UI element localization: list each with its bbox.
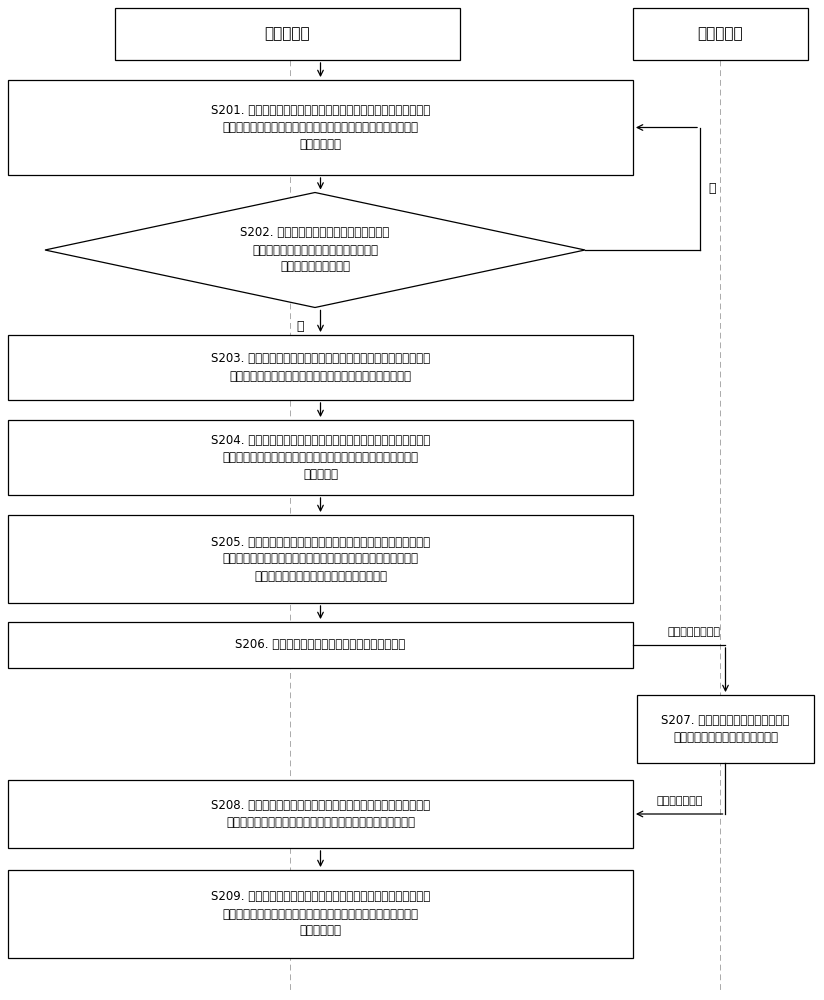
Bar — [8, 780, 633, 848]
Text: 购买服务器: 购买服务器 — [698, 26, 743, 41]
Bar — [8, 80, 633, 175]
Text: S201. 获取用户标识集、以及该用户标识集中每一用户标识对应的
虚拟物品信息，该虚拟物品信息包括至少一个虚拟物品的物品标
识和截止时间: S201. 获取用户标识集、以及该用户标识集中每一用户标识对应的 虚拟物品信息，… — [211, 104, 430, 151]
Text: S209. 利用该续费时长信息对该目标截止时间进行更新，以对该目
标虚拟物品进行续费，并将该待兑换虚拟票据存储到该查找到的
虚拟票据组中: S209. 利用该续费时长信息对该目标截止时间进行更新，以对该目 标虚拟物品进行… — [211, 890, 430, 938]
Polygon shape — [45, 192, 585, 308]
Bar — [633, 8, 808, 60]
Bar — [8, 420, 633, 495]
Bar — [115, 8, 460, 60]
Text: 续费票据查询请求: 续费票据查询请求 — [667, 627, 720, 637]
Text: S207. 根据该续费票据查询请求获取
该目标虚拟物品的待兑换虚拟票据: S207. 根据该续费票据查询请求获取 该目标虚拟物品的待兑换虚拟票据 — [662, 714, 789, 744]
Text: S206. 根据该目标虚拟票据生成续费票据查询请求: S206. 根据该目标虚拟票据生成续费票据查询请求 — [236, 639, 405, 652]
Text: S204. 根据该目标虚拟物品的物品标识和目标用户标识从已存储的
虚拟票据库中查找对应的虚拟票据组，该虚拟票据组包括至少一
个虚拟票据: S204. 根据该目标虚拟物品的物品标识和目标用户标识从已存储的 虚拟票据库中查… — [211, 434, 430, 481]
Text: 是: 是 — [297, 320, 304, 332]
Bar — [8, 622, 633, 668]
Text: 待兑换虚拟票据: 待兑换虚拟票据 — [656, 796, 702, 806]
Text: 否: 否 — [708, 182, 715, 195]
Text: S208. 从该待兑换虚拟票据中提取出续费时长信息，并获取该目标
用户标识对应的目标虚拟物品的截止时间，作为目标截止时间: S208. 从该待兑换虚拟票据中提取出续费时长信息，并获取该目标 用户标识对应的… — [211, 799, 430, 829]
Text: S205. 获取该查找到的虚拟票据组中每一虚拟票据的存储时间，并
计算当前时间与每一存储时间之间的差值，之后将差值最小的存
储时间对应的虚拟票据确定为目标虚拟票: S205. 获取该查找到的虚拟票据组中每一虚拟票据的存储时间，并 计算当前时间与… — [211, 536, 430, 582]
Bar — [637, 695, 814, 763]
Text: 发货服务器: 发货服务器 — [265, 26, 311, 41]
Bar — [8, 515, 633, 603]
Bar — [8, 870, 633, 958]
Bar — [8, 335, 633, 400]
Text: S203. 将不大于预设阈值的差值对应的虚拟物品确定为目标虚拟物
品，将该目标虚拟物品对应的用户标识确定为目标用户标识: S203. 将不大于预设阈值的差值对应的虚拟物品确定为目标虚拟物 品，将该目标虚… — [211, 353, 430, 382]
Text: S202. 计算每一截止时间与当前时间之间的
差值，并判断计算的所有差值中是否存在
不大于预设阈值的差值: S202. 计算每一截止时间与当前时间之间的 差值，并判断计算的所有差值中是否存… — [241, 227, 390, 273]
